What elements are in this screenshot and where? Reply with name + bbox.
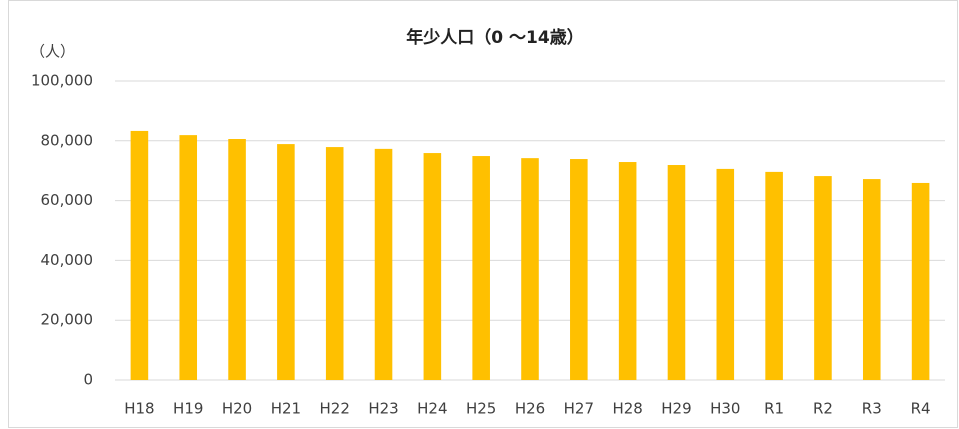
bar [325,147,344,380]
bar [228,139,246,380]
x-tick-label: H29 [661,400,691,418]
bar [472,156,490,380]
x-tick-label: H19 [173,400,203,418]
bar [667,165,686,380]
x-tick-label: H26 [515,400,545,418]
y-tick-label: 40,000 [41,251,94,269]
x-tick-label: R1 [764,400,784,418]
x-tick-label: H23 [368,400,398,418]
bar [277,144,295,380]
x-tick-label: R3 [862,400,882,418]
y-tick-label: 20,000 [41,311,94,329]
bar [911,182,930,380]
bar [423,153,442,380]
y-tick-label: 0 [83,371,93,389]
x-tick-label: R4 [911,400,931,418]
bar [618,162,637,380]
bar [374,148,393,380]
y-tick-label: 80,000 [41,131,94,149]
y-axis-label: （人） [30,43,75,61]
x-tick-label: H30 [710,400,740,418]
y-tick-label: 60,000 [41,191,94,209]
bar [570,159,588,380]
bar [716,168,735,380]
chart-title: 年少人口（0 ～14歳） [406,27,583,48]
x-tick-label: H25 [466,400,496,418]
x-tick-label: H28 [612,400,642,418]
x-tick-label: H18 [124,400,154,418]
bar [521,158,539,380]
x-tick-label: R2 [813,400,833,418]
x-tick-label: H24 [417,400,447,418]
x-tick-label: H22 [320,400,350,418]
bar [765,171,783,380]
bar [814,176,832,380]
x-tick-label: H27 [564,400,594,418]
x-tick-label: H21 [271,400,301,418]
bar [179,135,198,380]
y-tick-label: 100,000 [31,72,93,90]
x-tick-label: H20 [222,400,252,418]
bar [862,179,881,380]
bar [130,130,149,380]
